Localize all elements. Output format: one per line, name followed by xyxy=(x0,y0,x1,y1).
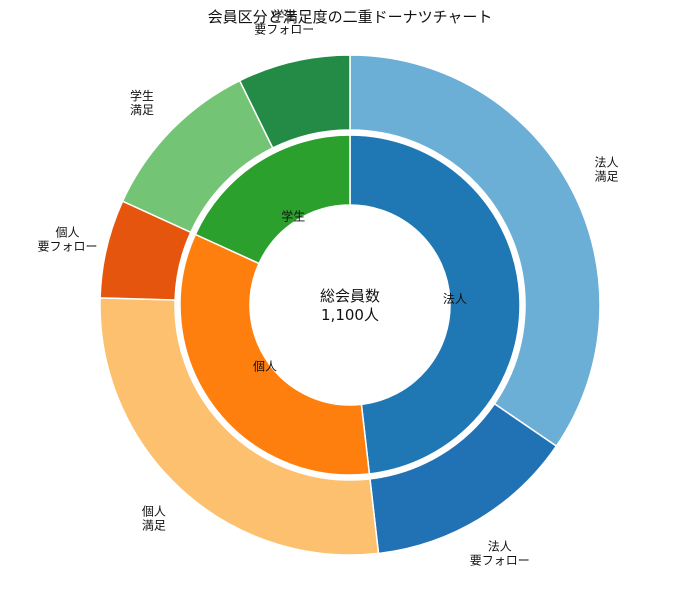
outer-label-4: 学生満足 xyxy=(130,88,154,117)
outer-slice-0 xyxy=(349,54,601,448)
outer-label-3: 個人要フォロー xyxy=(38,225,98,253)
inner-label-1: 個人 xyxy=(253,360,277,374)
chart-title: 会員区分と満足度の二重ドーナツチャート xyxy=(208,8,493,26)
inner-ring xyxy=(179,134,521,476)
inner-slice-0 xyxy=(349,134,521,475)
outer-ring xyxy=(99,54,601,556)
outer-label-1: 法人要フォロー xyxy=(470,539,530,567)
outer-slice-5 xyxy=(238,54,351,149)
inner-slice-1 xyxy=(179,233,371,476)
inner-slice-2 xyxy=(194,134,351,265)
center-label-line1: 総会員数 xyxy=(320,287,380,305)
inner-label-2: 学生 xyxy=(281,209,305,224)
outer-label-2: 個人満足 xyxy=(142,505,166,533)
outer-slice-2 xyxy=(99,297,380,556)
inner-label-0: 法人 xyxy=(443,292,467,306)
center-label-line2: 1,100人 xyxy=(321,306,379,324)
outer-label-5: 学生要フォロー xyxy=(254,8,314,37)
outer-label-0: 法人満足 xyxy=(594,156,618,184)
